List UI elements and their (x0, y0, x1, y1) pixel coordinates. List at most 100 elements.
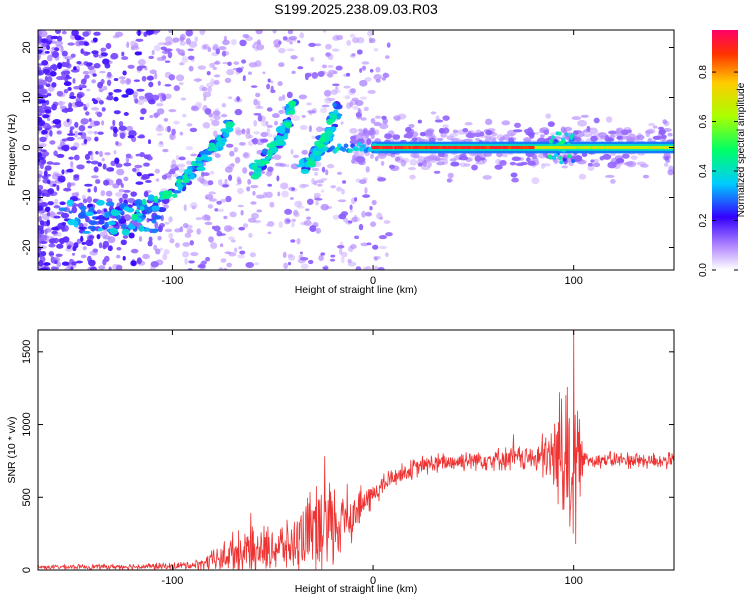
spectrogram-cell (256, 39, 261, 45)
spectrogram-cell (350, 244, 357, 250)
spectrogram-cell (234, 108, 243, 116)
spectrogram-cell (49, 238, 57, 243)
spectrogram-cell (371, 145, 375, 150)
spectrogram-cell (417, 162, 423, 167)
spectrogram-cell (316, 179, 325, 184)
spectrogram-cell (148, 55, 155, 60)
spectrogram-cell (161, 194, 171, 200)
spectrogram-cell (130, 260, 137, 267)
spectrogram-cell (138, 235, 143, 242)
spectrogram-cell (560, 126, 566, 133)
spectrogram-cell (371, 199, 377, 206)
spectrogram-cell (195, 156, 203, 162)
spectrogram-cell (213, 74, 221, 78)
spectrogram-cell (288, 35, 298, 41)
spectrogram-cell (463, 163, 471, 167)
spectrogram-cell (94, 136, 99, 142)
spectrogram-cell (153, 195, 159, 204)
spectrogram-cell (56, 261, 62, 268)
spectrogram-cell (266, 124, 273, 128)
spectrogram-cell (359, 179, 367, 185)
spectrogram-cell (100, 47, 107, 52)
spectrogram-cell (459, 145, 464, 150)
spectrogram-cell (42, 114, 50, 119)
spectrogram-cell (207, 180, 214, 186)
spectrogram-cell (656, 145, 660, 150)
spectrogram-cell (119, 197, 123, 204)
spectrogram-cell (225, 129, 230, 134)
spectrogram-cell (502, 134, 510, 141)
spectrogram-cell (174, 242, 180, 248)
spectrogram-cell (346, 39, 352, 46)
spectrogram-cell (278, 40, 282, 45)
spectrogram-cell (649, 145, 653, 150)
spectrogram-cell (370, 38, 376, 44)
spectrogram-cell (281, 190, 289, 198)
spectrogram-cell (51, 103, 57, 111)
spectrogram-cell (325, 43, 332, 50)
spectrogram-cell (381, 115, 387, 120)
spectrogram-cell (242, 33, 250, 39)
spectrogram-cell (62, 70, 71, 75)
spectrogram-cell (567, 154, 572, 159)
spectrogram-cell (351, 216, 358, 223)
spectrogram-cell (573, 130, 579, 135)
spectrogram-cell (360, 117, 367, 121)
spectrogram-cell (82, 31, 90, 37)
spectrogram-cell (125, 88, 134, 96)
spectrogram-cell (50, 266, 59, 270)
spectrogram-cell (185, 37, 191, 45)
spectrogram-cell (46, 179, 51, 185)
spectrogram-cell (339, 248, 343, 255)
spectrogram-cell (543, 129, 550, 136)
spectrogram-cell (335, 65, 343, 71)
colorbar-label: Normalized spectral amplitude (736, 82, 747, 217)
spectrogram-cell (630, 155, 638, 160)
spectrogram-cell (248, 232, 253, 238)
spectrogram-cell (114, 157, 120, 164)
spectrogram-cell (332, 102, 337, 108)
spectrogram-cell (663, 162, 669, 167)
spectrogram-cell (215, 48, 221, 55)
spectrogram-cell (195, 101, 203, 107)
spectrogram-cell (223, 267, 228, 270)
spectrogram-cell (106, 79, 112, 86)
spectrogram-cell (417, 119, 422, 124)
spectrogram-cell (443, 145, 447, 150)
spectrogram-cell (246, 128, 251, 135)
spectrogram-cell (86, 62, 93, 66)
spectrogram-cell (281, 94, 286, 101)
spectrogram-cell (168, 232, 174, 239)
spectrogram-cell (250, 174, 260, 180)
spectrogram-cell (113, 88, 122, 93)
spectrogram-cell (137, 30, 141, 37)
spectrogram-cell (478, 145, 482, 150)
spectrogram-cell (97, 227, 103, 232)
spectrogram-cell (197, 264, 206, 269)
spectrogram-cell (252, 190, 256, 196)
spectrogram-cell (105, 201, 115, 207)
spectrogram-cell (547, 154, 552, 159)
spectrogram-cell (229, 211, 237, 218)
spectrogram-cell (151, 219, 157, 224)
spectrogram-cell (284, 105, 290, 110)
spectrogram-cell (591, 145, 596, 150)
spectrogram-cell (143, 190, 149, 198)
spectrogram-cell (75, 260, 83, 264)
spectrogram-cell (368, 131, 373, 136)
spectrogram-cell (323, 89, 332, 97)
spectrogram-cell (341, 147, 347, 152)
spectrogram-cell (56, 153, 65, 158)
spectrogram-cell (87, 130, 94, 135)
colorbar-tick-label: 0.2 (698, 213, 709, 227)
spectrogram-cell (118, 218, 127, 224)
spectrogram-cell (205, 256, 211, 262)
spectrogram-cell (366, 242, 372, 246)
spectrogram-cell (185, 30, 193, 37)
spectrogram-cell (363, 106, 369, 112)
spectrogram-cell (251, 139, 256, 143)
spectrogram-xtick-label: -100 (161, 275, 183, 287)
spectrogram-cell (450, 145, 454, 150)
spectrogram-cell (484, 135, 493, 139)
